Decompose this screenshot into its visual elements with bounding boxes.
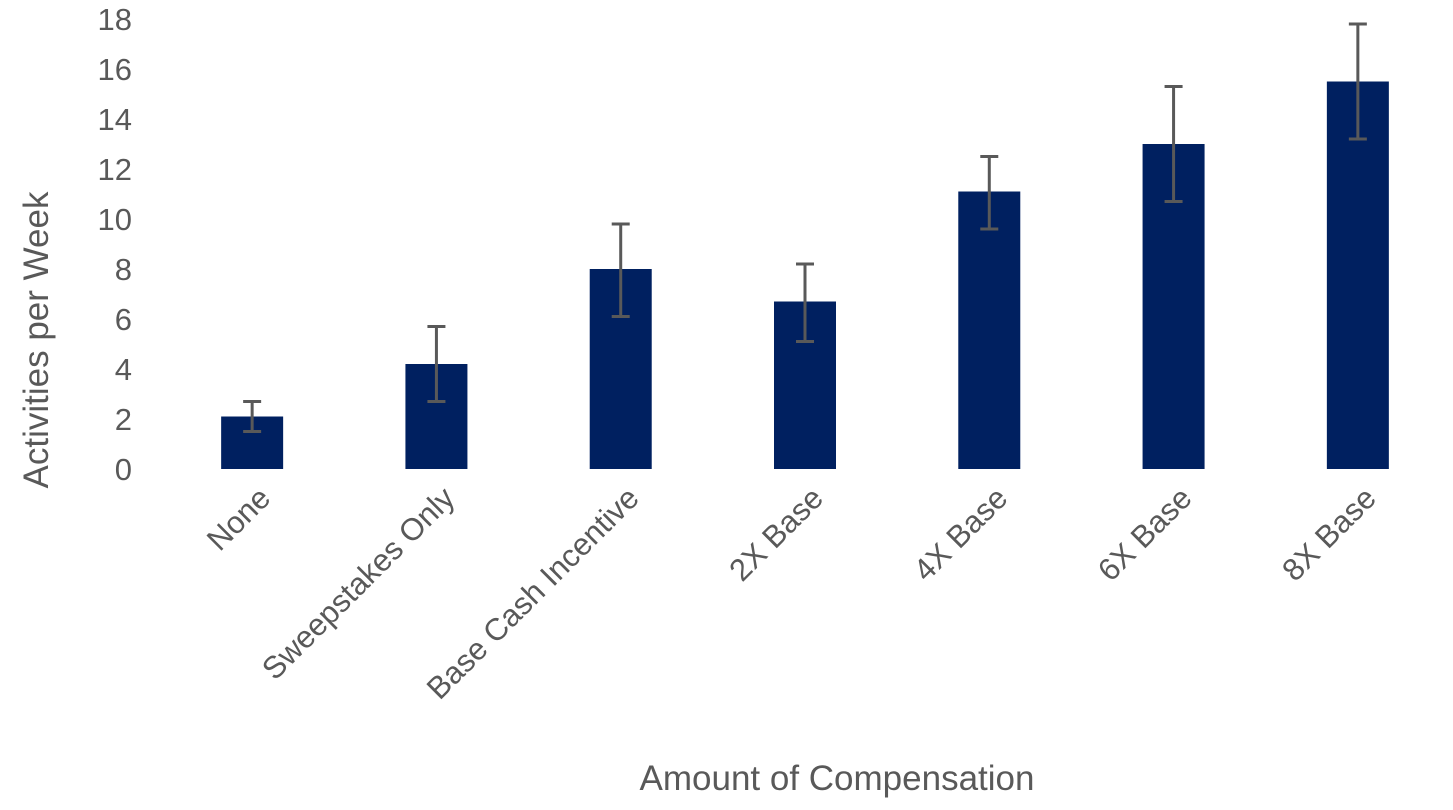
x-tick-label: 8X Base xyxy=(1275,480,1383,588)
y-tick-label: 14 xyxy=(98,102,132,137)
y-tick-label: 18 xyxy=(98,2,132,37)
x-axis-title: Amount of Compensation xyxy=(640,759,1035,798)
x-tick-label: 2X Base xyxy=(722,480,830,588)
y-tick-label: 8 xyxy=(115,252,132,287)
error-bars xyxy=(243,22,1367,433)
x-tick-label: Sweepstakes Only xyxy=(255,480,462,687)
bar xyxy=(1326,81,1389,469)
y-tick-label: 10 xyxy=(98,202,132,237)
y-tick-label: 4 xyxy=(115,352,132,387)
x-tick-label: Base Cash Incentive xyxy=(420,480,646,706)
y-tick-label: 6 xyxy=(115,302,132,337)
y-axis-ticks: 0 2 4 6 8 10 12 14 16 18 xyxy=(98,2,132,487)
y-tick-label: 12 xyxy=(98,152,132,187)
x-tick-label: 4X Base xyxy=(907,480,1015,588)
x-tick-label: 6X Base xyxy=(1091,480,1199,588)
y-axis-title: Activities per Week xyxy=(17,191,56,488)
y-tick-label: 0 xyxy=(115,452,132,487)
y-tick-label: 16 xyxy=(98,52,132,87)
y-tick-label: 2 xyxy=(115,402,132,437)
bar xyxy=(958,191,1021,469)
x-tick-label: None xyxy=(200,480,277,557)
